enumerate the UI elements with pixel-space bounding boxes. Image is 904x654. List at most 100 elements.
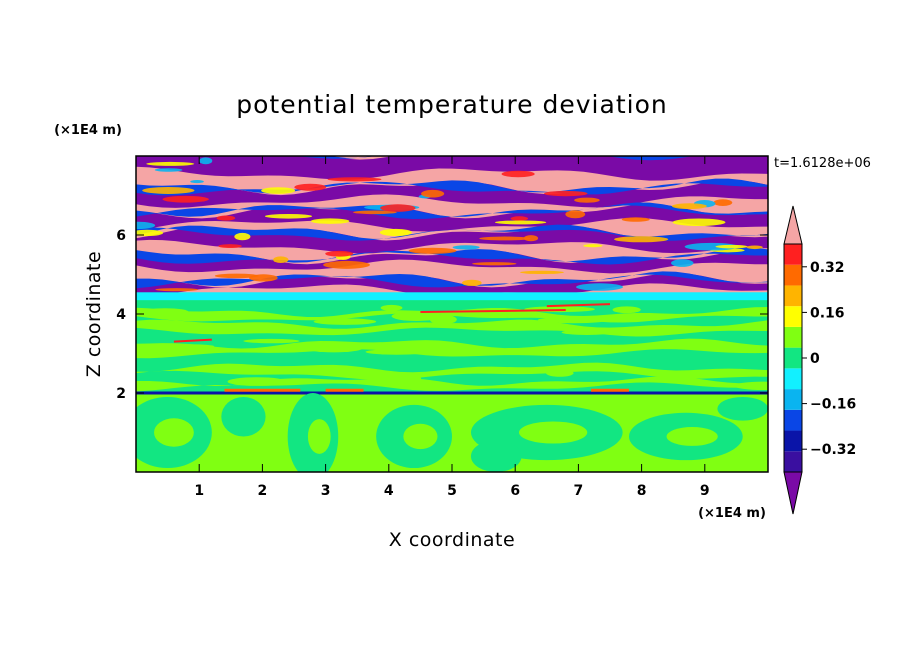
lime-patch [546, 369, 574, 377]
eddy [671, 203, 707, 210]
eddy [510, 216, 529, 221]
purple-layer [136, 156, 768, 181]
x-tick-label: 5 [447, 483, 457, 499]
x-tick-label: 9 [700, 483, 710, 499]
eddy [671, 259, 694, 267]
eddy [713, 199, 733, 207]
x-tick-label: 1 [194, 483, 204, 499]
eddy [142, 187, 195, 194]
colorbar-tick-label: 0.16 [810, 305, 845, 321]
z-tick-label: 6 [116, 228, 126, 244]
eddy [520, 270, 564, 275]
eddy [421, 189, 445, 198]
eddy [621, 217, 650, 222]
eddy [136, 221, 156, 229]
eddy [565, 210, 586, 219]
eddy [452, 245, 480, 250]
lime-patch [365, 349, 428, 355]
eddy [494, 220, 547, 225]
eddy [472, 262, 517, 266]
colorbar: 0.32 0.16 0 −0.16 −0.32 [783, 205, 856, 515]
time-label: t=1.6128e+06 [774, 156, 871, 171]
x-tick-label: 6 [510, 483, 520, 499]
lime-patch [734, 381, 768, 391]
lime-core [307, 419, 331, 454]
eddy [583, 244, 603, 248]
lime-patch [304, 342, 364, 353]
colorbar-tick-label: −0.16 [810, 397, 856, 413]
green-blob [717, 396, 768, 421]
red-streak [546, 303, 611, 308]
lime-layer [136, 376, 768, 392]
eddy [323, 260, 370, 269]
eddy [249, 274, 278, 282]
eddy [544, 190, 588, 197]
colorbar-bin [784, 451, 802, 472]
eddy [264, 214, 313, 219]
blue-streak [136, 202, 768, 220]
lime-layer [136, 362, 768, 380]
x-tick-label: 7 [574, 483, 584, 499]
eddy [234, 232, 251, 241]
eddy [462, 279, 482, 287]
blue-streak [214, 156, 695, 161]
x-tick-label: 3 [321, 483, 331, 499]
cyan-strip [136, 292, 768, 301]
eddy [294, 183, 327, 191]
lime-patch [380, 304, 403, 311]
lime-patch [391, 311, 441, 321]
eddy [190, 180, 204, 184]
colorbar-bin [784, 264, 802, 286]
lime-patch [171, 325, 241, 330]
lime-core [403, 423, 438, 450]
z-axis-ticks: 2 4 6 [116, 228, 768, 402]
eddy [155, 288, 198, 292]
lime-core [518, 421, 588, 444]
colorbar-tick-label: −0.32 [810, 442, 856, 458]
blue-streak [136, 224, 768, 241]
colorbar-bin [784, 285, 802, 307]
colorbar-bin [784, 326, 802, 348]
z-unit-label: (×1E4 m) [54, 123, 122, 138]
colorbar-bin [784, 368, 802, 390]
colorbar-upper-arrow [783, 205, 803, 245]
colorbar-bin [784, 306, 802, 327]
eddy [214, 273, 259, 279]
lime-patch [243, 338, 300, 344]
x-axis-title: X coordinate [389, 529, 515, 551]
lime-patch [398, 375, 422, 382]
eddy [380, 204, 416, 212]
lime-patch [561, 329, 613, 335]
lime-core [666, 426, 718, 446]
eddy [352, 210, 397, 215]
colorbar-bin [784, 389, 802, 410]
lime-core [154, 418, 194, 447]
colorbar-lower-arrow [783, 471, 803, 515]
red-streak [420, 309, 566, 314]
eddy [146, 161, 195, 166]
lime-patch [227, 377, 287, 386]
colorbar-bin [784, 244, 802, 265]
x-tick-label: 4 [384, 483, 394, 499]
lime-layer [136, 307, 768, 323]
colorbar-bin [784, 347, 802, 369]
x-tick-label: 8 [637, 483, 647, 499]
eddy [327, 177, 382, 182]
x-tick-label: 2 [258, 483, 268, 499]
lime-patch [313, 318, 377, 325]
blue-streak [136, 247, 768, 265]
eddy [216, 215, 236, 221]
z-axis-title: Z coordinate [83, 251, 105, 377]
blue-streak [136, 271, 768, 289]
lime-patch [163, 344, 215, 349]
x-axis-ticks: 1 2 3 4 5 6 7 8 9 [194, 156, 710, 499]
chart-title: potential temperature deviation [236, 90, 667, 119]
eddy [310, 218, 350, 224]
eddy [672, 218, 726, 227]
colorbar-bin [784, 409, 802, 431]
eddy [501, 170, 535, 178]
eddy [746, 245, 763, 250]
lime-layer [136, 338, 768, 359]
purple-layer [136, 180, 768, 208]
